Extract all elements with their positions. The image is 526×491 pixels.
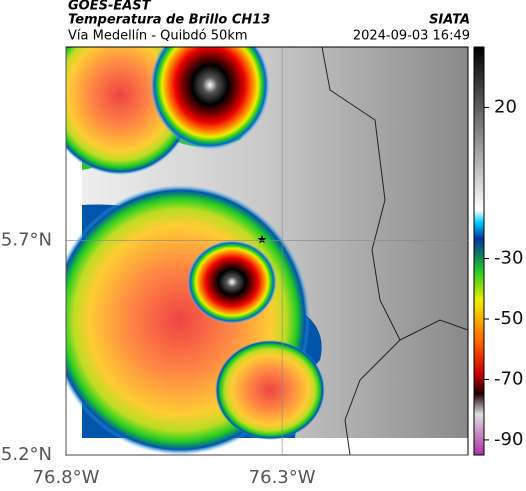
colorbar-tick-label: 20 [494, 96, 517, 117]
x-tick-label: 76.3°W [249, 467, 316, 488]
title: Temperatura de Brillo CH13 [68, 13, 270, 28]
y-tick-label: 5.2°N [1, 444, 52, 465]
subtitle: Vía Medellín - Quibdó 50km [68, 29, 248, 44]
colorbar [473, 46, 485, 456]
colorbar-tick-label: -50 [494, 308, 523, 329]
source: GOES-EAST [68, 0, 152, 14]
colorbar-tick-label: -90 [494, 429, 523, 450]
colorbar-tick-label: -70 [494, 368, 523, 389]
location-marker: ★ [257, 233, 268, 247]
y-tick-label: 5.7°N [1, 229, 52, 250]
map-image: ★ [66, 47, 468, 455]
datetime: 2024-09-03 16:49 [353, 29, 470, 44]
agency: SIATA [429, 13, 470, 28]
colorbar-tick-label: -30 [494, 248, 523, 269]
x-tick-label: 76.8°W [33, 467, 100, 488]
